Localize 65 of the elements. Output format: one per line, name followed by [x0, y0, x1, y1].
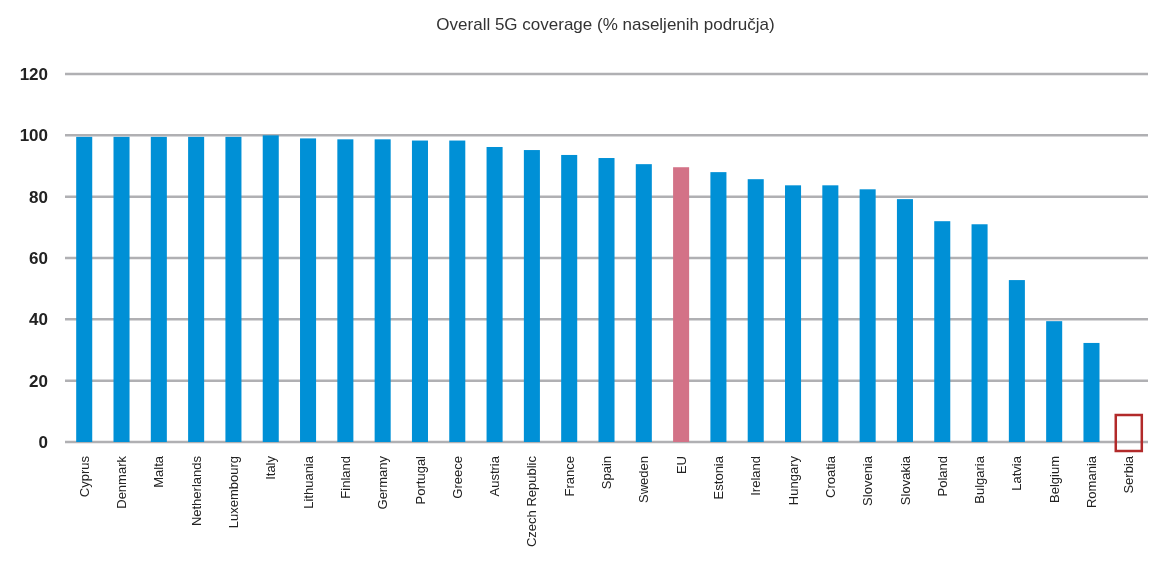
chart-title: Overall 5G coverage (% naseljenih područja)	[436, 15, 775, 34]
bar	[1008, 280, 1025, 442]
bar	[225, 136, 242, 442]
x-tick-label: Hungary	[785, 455, 801, 506]
y-tick-label: 120	[19, 64, 48, 84]
x-tick-label: Finland	[337, 456, 353, 499]
bar	[113, 136, 130, 442]
x-tick-label: Luxembourg	[225, 456, 241, 529]
x-tick-label: Austria	[487, 455, 503, 497]
bar	[374, 139, 391, 442]
x-tick-label: Netherlands	[188, 455, 204, 527]
x-tick-label: Sweden	[636, 456, 652, 503]
bar	[747, 179, 764, 442]
x-tick-label: Estonia	[710, 455, 726, 500]
x-tick-label: Germany	[375, 455, 391, 510]
x-tick-label: Belgium	[1046, 456, 1062, 503]
bar	[262, 135, 279, 442]
bar	[411, 140, 428, 442]
bar	[561, 154, 578, 442]
y-tick-label: 60	[29, 248, 48, 268]
bar	[1046, 321, 1063, 442]
x-tick-label: Cyprus	[76, 455, 92, 498]
bar	[598, 158, 615, 442]
x-tick-label: Poland	[934, 456, 950, 497]
y-tick-label: 100	[19, 126, 48, 146]
x-tick-label: Slovenia	[860, 455, 876, 506]
x-tick-label: EU	[673, 456, 689, 475]
x-tick-label: Portugal	[412, 455, 428, 505]
x-tick-label: Ireland	[748, 456, 764, 496]
x-tick-label: Greece	[449, 456, 465, 499]
bar	[486, 146, 503, 442]
x-tick-label: France	[561, 456, 577, 497]
y-tick-label: 0	[38, 432, 48, 452]
x-tick-label: Czech Republic	[524, 455, 540, 548]
x-tick-label: Latvia	[1009, 455, 1025, 491]
bar	[971, 224, 988, 442]
bar	[449, 140, 466, 442]
bar	[822, 185, 839, 442]
x-tick-label: Denmark	[114, 455, 130, 509]
x-tick-label: Serbia	[1121, 455, 1137, 494]
x-tick-label: Bulgaria	[972, 455, 988, 504]
x-tick-label: Romania	[1084, 455, 1100, 509]
bar	[300, 138, 317, 442]
x-tick-label: Malta	[151, 455, 167, 488]
x-tick-label: Lithuania	[300, 455, 316, 509]
bar	[859, 189, 876, 442]
bar	[896, 199, 913, 442]
bar	[635, 164, 652, 442]
y-tick-label: 20	[29, 371, 48, 391]
bar	[934, 221, 951, 442]
bar	[188, 136, 205, 442]
x-tick-label: Italy	[263, 455, 279, 480]
bar	[1083, 342, 1100, 442]
x-tick-label: Croatia	[822, 455, 838, 498]
bar	[673, 167, 690, 442]
bar	[523, 150, 540, 442]
bar	[76, 136, 93, 442]
x-tick-label: Spain	[599, 456, 615, 490]
y-tick-label: 40	[29, 310, 48, 330]
y-tick-label: 80	[29, 187, 48, 207]
x-tick-label: Slovakia	[897, 455, 913, 506]
bar	[710, 172, 727, 442]
bar	[785, 185, 802, 442]
bar	[150, 136, 167, 442]
bar	[337, 139, 354, 442]
